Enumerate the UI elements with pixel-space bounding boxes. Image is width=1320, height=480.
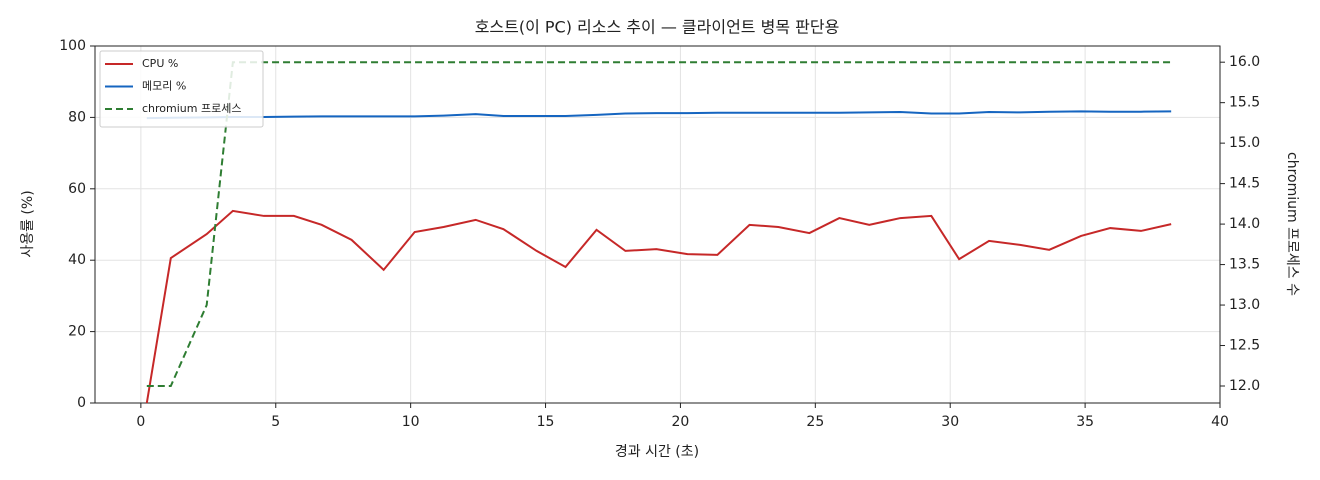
y2-tick-label: 15.0 [1229,135,1260,151]
legend-label: chromium 프로세스 [142,102,241,115]
y2-tick-label: 12.5 [1229,338,1260,354]
x-tick-label: 20 [672,414,690,430]
y2-tick-label: 13.5 [1229,257,1260,273]
x-tick-label: 10 [402,414,420,430]
x-tick-label: 30 [941,414,959,430]
y2-axis-label: chromium 프로세스 수 [1284,152,1300,296]
x-tick-label: 25 [806,414,824,430]
y-tick-label: 40 [68,252,86,268]
x-tick-label: 40 [1211,414,1229,430]
plot-frame [94,45,1221,404]
y-tick-label: 80 [68,109,86,125]
y2-tick-label: 12.0 [1229,378,1260,394]
x-tick-label: 15 [537,414,555,430]
legend-label: CPU % [142,57,178,70]
legend: CPU % 메모리 % chromium 프로세스 [99,50,264,128]
y-tick-label: 0 [77,395,86,411]
chart-title: 호스트(이 PC) 리소스 추이 — 클라이언트 병목 판단용 [475,18,840,37]
y2-tick-label: 14.5 [1229,176,1260,192]
y2-tick-label: 16.0 [1229,54,1260,70]
y2-tick-label: 14.0 [1229,216,1260,232]
legend-label: 메모리 % [142,80,186,93]
y-tick-label: 20 [68,324,86,340]
series-line [146,110,1172,120]
y-tick-label: 60 [68,181,86,197]
x-axis-label: 경과 시간 (초) [615,444,699,460]
series-line [145,209,1172,404]
y-axis-label: 사용률 (%) [20,190,36,257]
series-line [146,61,1172,387]
x-tick-label: 35 [1076,414,1094,430]
x-tick-label: 5 [271,414,280,430]
x-tick-label: 0 [136,414,145,430]
y2-tick-label: 13.0 [1229,297,1260,313]
y2-tick-label: 15.5 [1229,95,1260,111]
legend-box [99,50,264,128]
y-tick-label: 100 [59,38,86,54]
